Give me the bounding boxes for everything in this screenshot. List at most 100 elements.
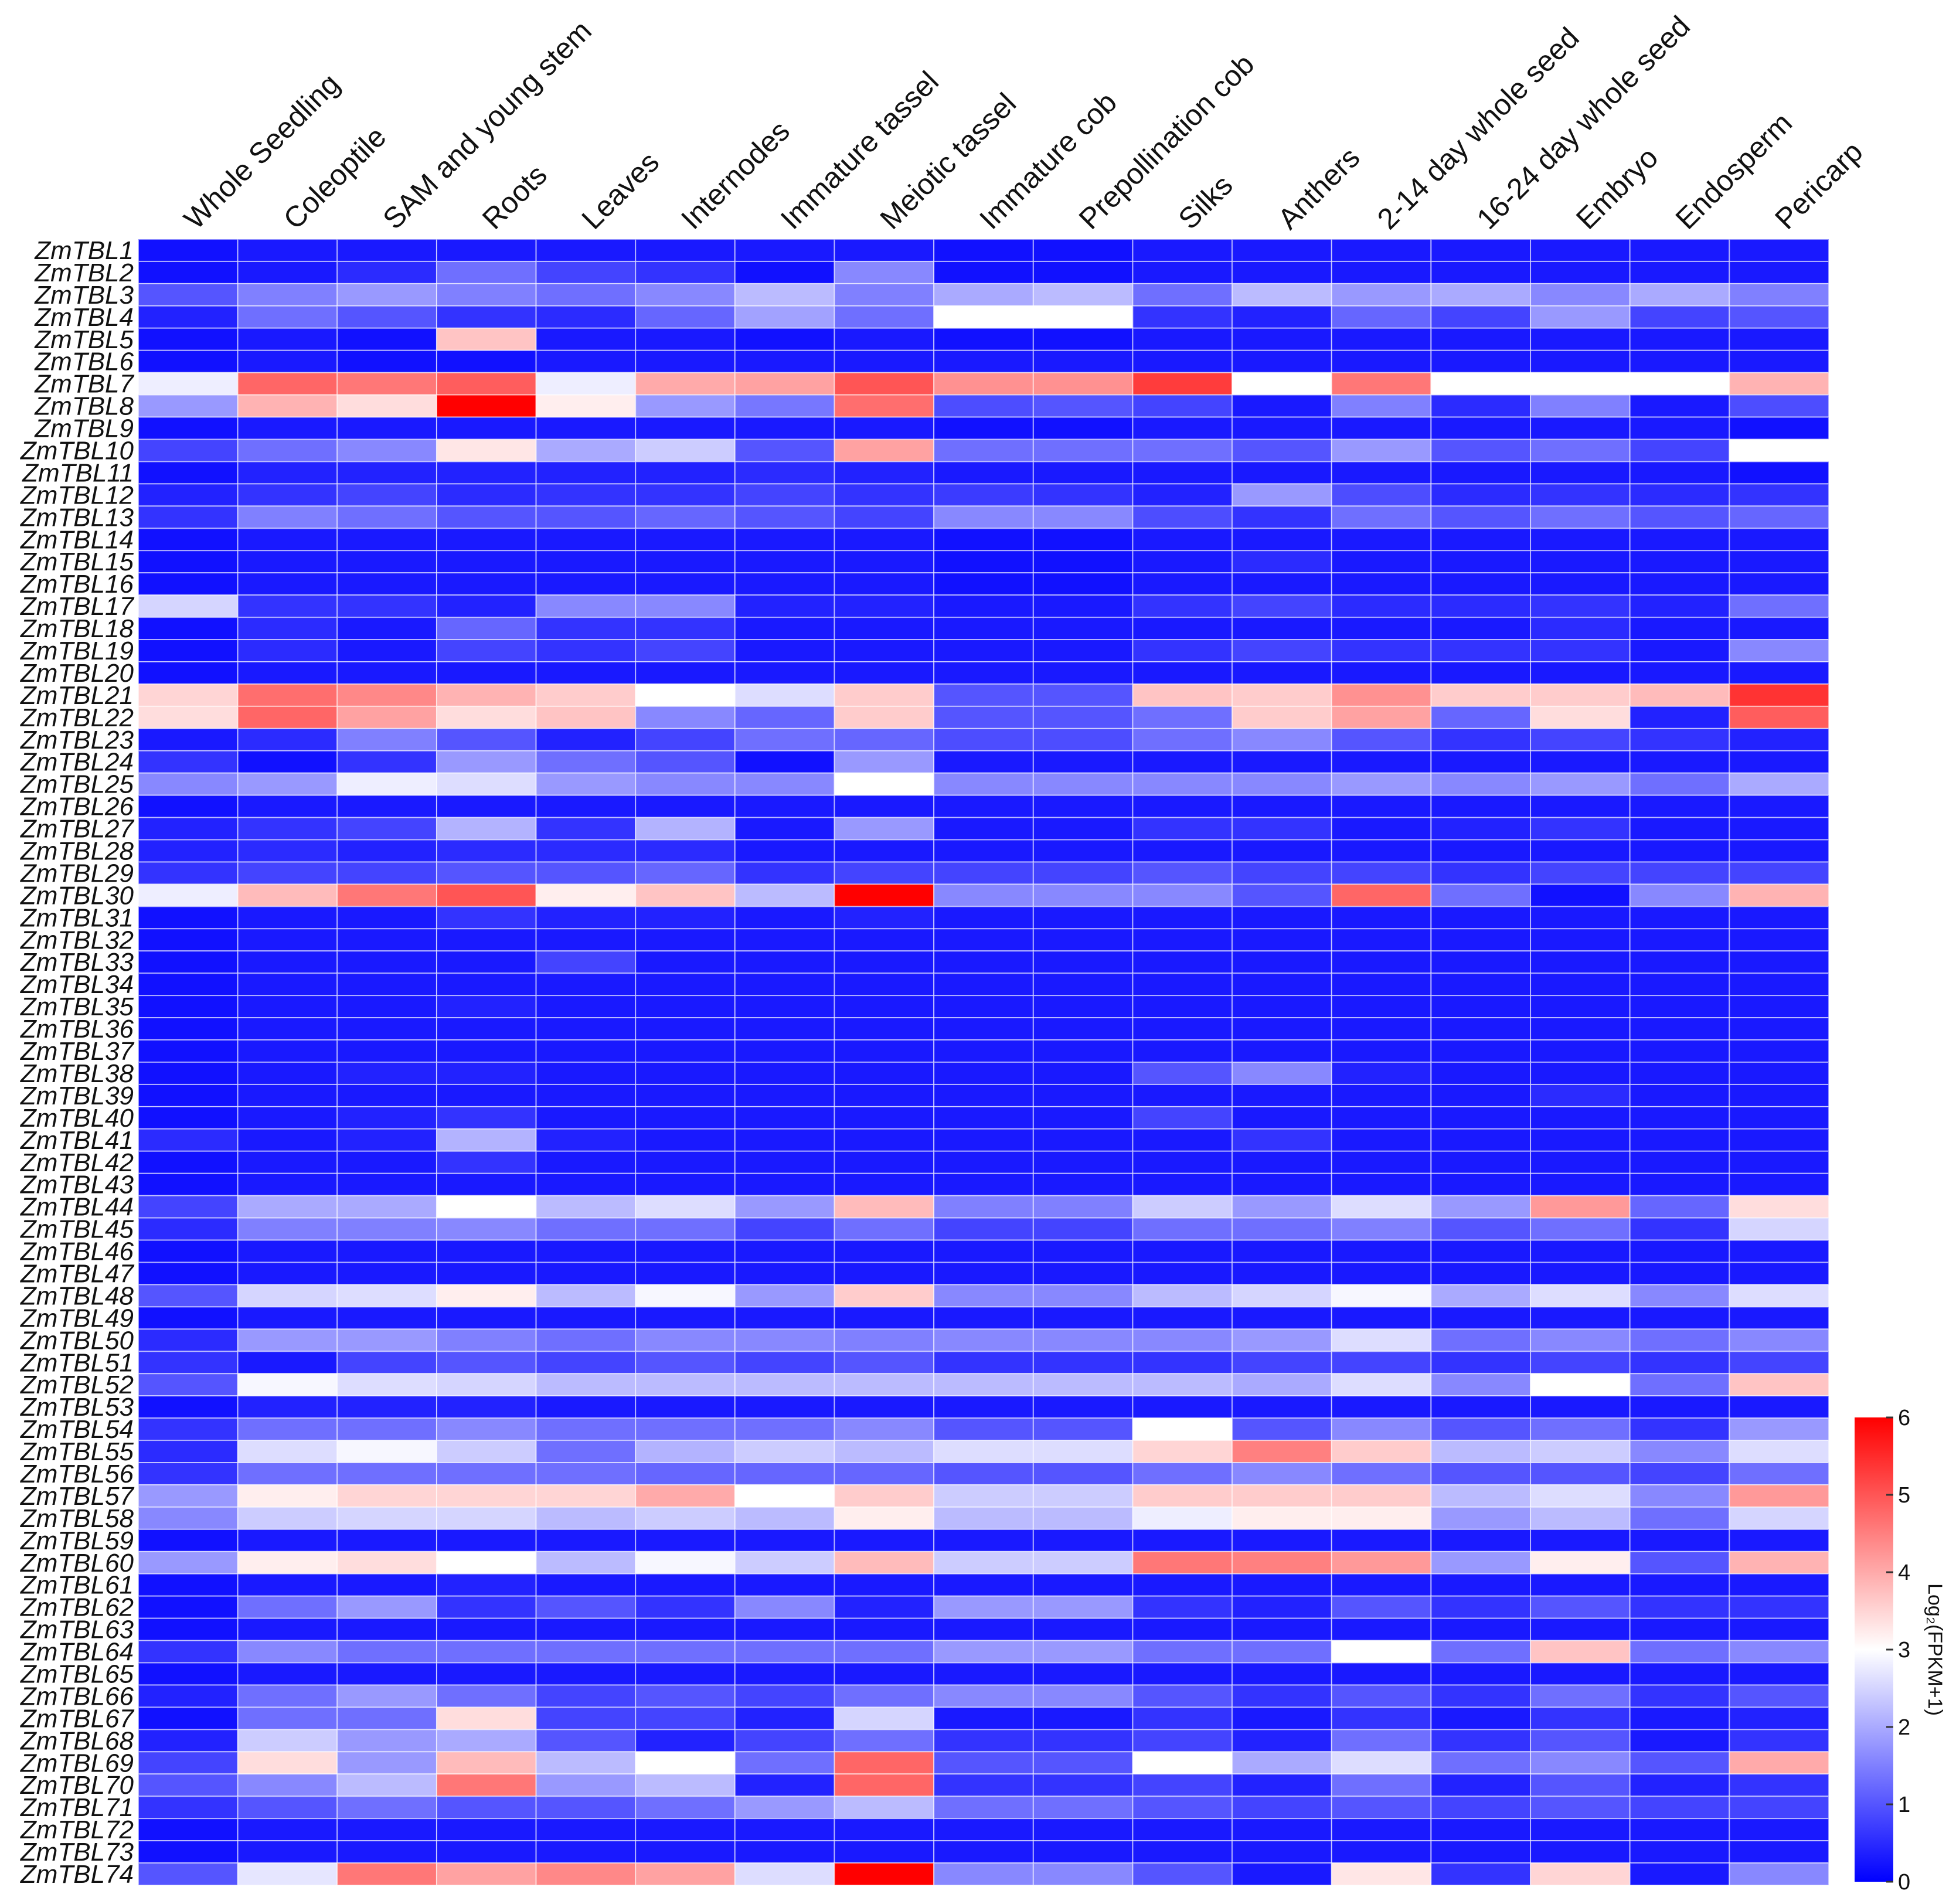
heatmap-cell: [1629, 705, 1730, 729]
heatmap-cell: [1729, 1284, 1830, 1308]
heatmap-cell: [1132, 1751, 1233, 1775]
heatmap-cell: [436, 1573, 537, 1597]
heatmap-cell: [138, 239, 239, 262]
heatmap-cell: [1132, 594, 1233, 618]
heatmap-cell: [834, 394, 935, 418]
heatmap-cell: [1232, 1172, 1332, 1196]
heatmap-cell: [933, 372, 1034, 396]
heatmap-cell: [436, 639, 537, 662]
heatmap-cell: [336, 394, 437, 418]
heatmap-cell: [1232, 505, 1332, 529]
heatmap-cell: [336, 1395, 437, 1419]
heatmap-cell: [834, 1284, 935, 1308]
heatmap-cell: [535, 1239, 637, 1263]
heatmap-cell: [933, 817, 1034, 841]
heatmap-cell: [1132, 839, 1233, 863]
heatmap-cell: [237, 1551, 338, 1575]
heatmap-cell: [535, 1062, 637, 1085]
heatmap-cell: [1232, 594, 1332, 618]
heatmap-cell: [834, 1417, 935, 1441]
heatmap-cell: [1032, 861, 1134, 885]
column-label: Internodes: [675, 114, 796, 236]
heatmap-cell: [1132, 1706, 1233, 1730]
heatmap-cell: [834, 683, 935, 707]
heatmap-cell: [436, 995, 537, 1019]
heatmap-cell: [1629, 1796, 1730, 1820]
heatmap-cell: [1132, 1484, 1233, 1508]
heatmap-cell: [1530, 1128, 1631, 1152]
heatmap-cell: [1032, 683, 1134, 707]
heatmap-cell: [436, 1551, 537, 1575]
heatmap-cell: [734, 1083, 835, 1107]
row-label: ZmTBL47: [20, 1259, 135, 1288]
heatmap-cell: [635, 1818, 736, 1842]
heatmap-cell: [1232, 372, 1332, 396]
colorbar-tick-label: 4: [1898, 1560, 1910, 1585]
heatmap-cell: [1331, 1128, 1432, 1152]
heatmap-cell: [1331, 1217, 1432, 1241]
heatmap-cell: [834, 861, 935, 885]
heatmap-cell: [1430, 1373, 1532, 1397]
heatmap-cell: [1331, 1551, 1432, 1575]
heatmap-cell: [1032, 1662, 1134, 1686]
heatmap-cell: [237, 305, 338, 329]
heatmap-cell: [535, 1150, 637, 1174]
heatmap-cell: [834, 928, 935, 952]
heatmap-cell: [635, 239, 736, 262]
row-label: ZmTBL13: [20, 503, 134, 532]
heatmap-cell: [138, 950, 239, 974]
heatmap-cell: [436, 1062, 537, 1085]
row-label: ZmTBL41: [20, 1126, 134, 1155]
heatmap-cell: [237, 817, 338, 841]
heatmap-cell: [635, 1373, 736, 1397]
heatmap-cell: [635, 639, 736, 662]
heatmap-cell: [1331, 438, 1432, 463]
heatmap-cell: [336, 839, 437, 863]
heatmap-cell: [138, 1462, 239, 1485]
heatmap-cell: [535, 772, 637, 796]
heatmap-cell: [933, 1551, 1034, 1575]
row-label: ZmTBL55: [20, 1437, 134, 1466]
heatmap-cell: [1132, 483, 1233, 507]
heatmap-cell: [237, 617, 338, 641]
heatmap-cell: [138, 1484, 239, 1508]
heatmap-cell: [933, 1239, 1034, 1263]
heatmap-cell: [1430, 1106, 1532, 1130]
heatmap-cell: [138, 1262, 239, 1286]
heatmap-cell: [237, 1640, 338, 1664]
heatmap-cell: [734, 1128, 835, 1152]
heatmap-cell: [1430, 794, 1532, 818]
heatmap-cell: [436, 817, 537, 841]
heatmap-cell: [1629, 928, 1730, 952]
heatmap-cell: [834, 950, 935, 974]
heatmap-cell: [1430, 1172, 1532, 1196]
heatmap-cell: [535, 1462, 637, 1485]
heatmap-cell: [535, 239, 637, 262]
heatmap-cell: [1132, 1462, 1233, 1485]
heatmap-cell: [834, 349, 935, 373]
heatmap-cell: [635, 327, 736, 351]
heatmap-cell: [1232, 906, 1332, 930]
heatmap-cell: [834, 1684, 935, 1708]
heatmap-cell: [1530, 705, 1631, 729]
heatmap-cell: [237, 239, 338, 262]
heatmap-cell: [237, 1751, 338, 1775]
row-label: ZmTBL61: [20, 1571, 134, 1600]
row-label: ZmTBL65: [20, 1660, 134, 1689]
heatmap-cell: [834, 1528, 935, 1552]
heatmap-cell: [138, 1284, 239, 1308]
heatmap-cell: [1530, 1796, 1631, 1820]
heatmap-cell: [1430, 1506, 1532, 1530]
heatmap-cell: [237, 1862, 338, 1886]
heatmap-cell: [436, 394, 537, 418]
heatmap-cell: [1430, 416, 1532, 440]
heatmap-cell: [635, 1796, 736, 1820]
heatmap-cell: [237, 1172, 338, 1196]
heatmap-cell: [237, 1773, 338, 1797]
heatmap-cell: [933, 1617, 1034, 1641]
heatmap-cell: [336, 1617, 437, 1641]
heatmap-cell: [734, 727, 835, 752]
heatmap-cell: [1430, 572, 1532, 596]
row-label: ZmTBL59: [20, 1526, 134, 1555]
heatmap-cell: [535, 305, 637, 329]
